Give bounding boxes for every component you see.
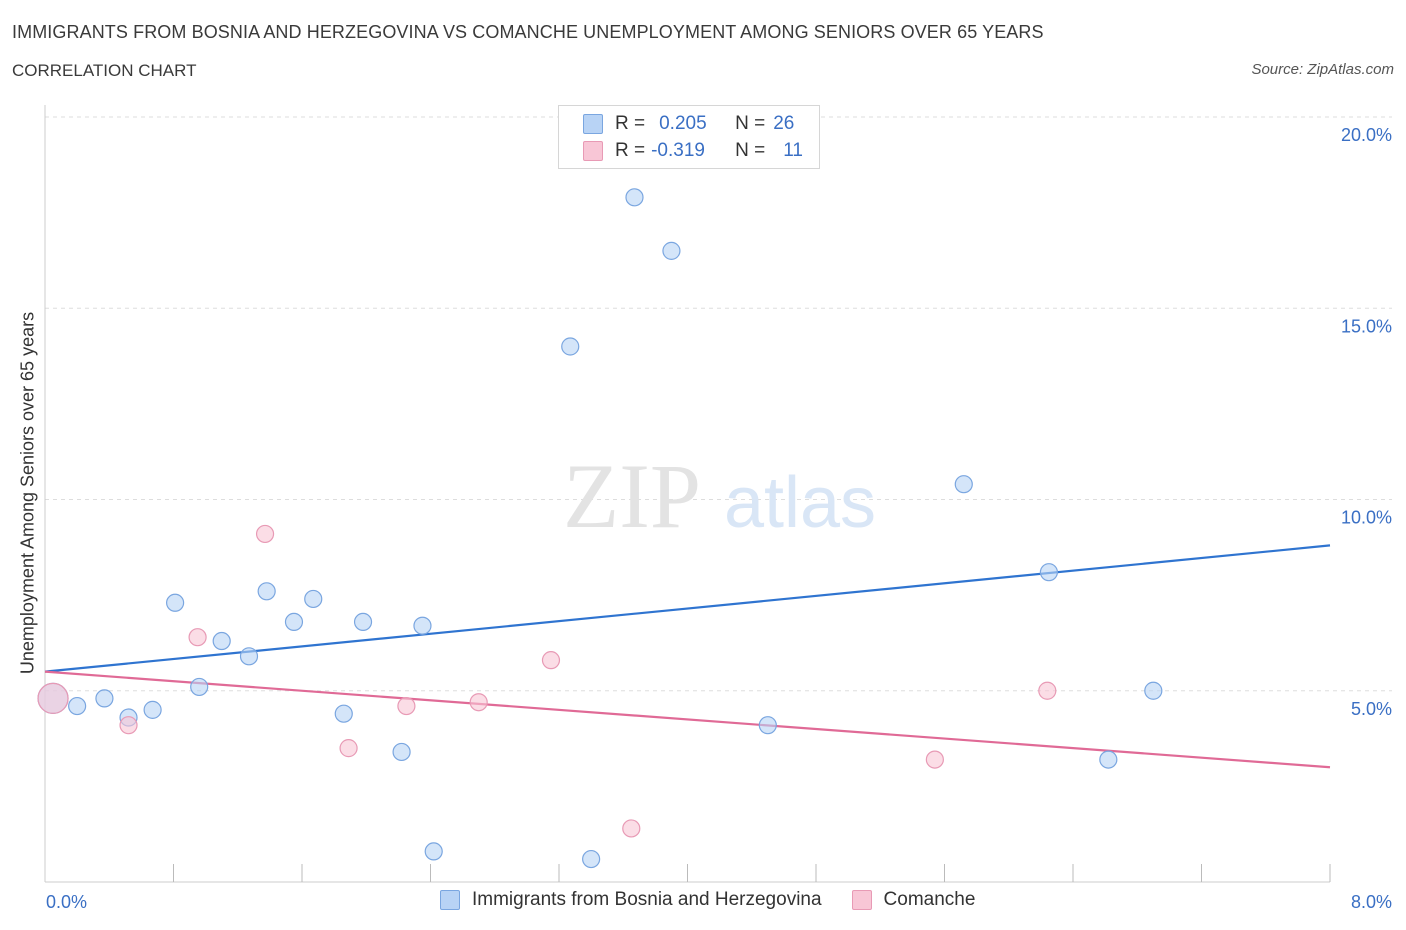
legend-r-value: -0.319 — [651, 140, 705, 161]
legend-swatch-blue — [440, 890, 460, 910]
legend-label-comanche: Comanche — [883, 889, 976, 910]
chart-subtitle: CORRELATION CHART — [12, 61, 197, 80]
point-comanche — [188, 628, 207, 647]
axes — [44, 105, 1331, 883]
legend-r-value: 0.205 — [659, 113, 707, 134]
watermark: ZIP atlas — [563, 445, 876, 547]
trend-line-bosnia — [44, 544, 1331, 673]
chart-title: IMMIGRANTS FROM BOSNIA AND HERZEGOVINA V… — [12, 22, 1044, 42]
watermark-zip: ZIP — [563, 445, 701, 547]
point-bosnia — [257, 582, 276, 601]
point-comanche — [925, 750, 944, 769]
point-bosnia — [954, 475, 973, 494]
point-comanche — [397, 696, 416, 716]
point-comanche — [339, 739, 358, 758]
point-comanche — [622, 819, 641, 838]
point-bosnia — [413, 616, 432, 635]
point-bosnia — [392, 742, 411, 762]
legend-item-bosnia: Immigrants from Bosnia and Herzegovina — [440, 889, 822, 911]
point-comanche — [255, 524, 275, 544]
point-comanche — [37, 682, 69, 715]
point-comanche — [119, 716, 138, 735]
point-bosnia — [1099, 750, 1118, 769]
trend-line-comanche — [44, 670, 1331, 769]
correlation-legend: R = 0.205 N = 26 R = -0.319 N = 11 — [558, 105, 820, 169]
point-bosnia — [1039, 563, 1059, 582]
point-comanche — [469, 693, 488, 712]
legend-swatch-pink — [583, 141, 603, 161]
legend-n-value: 11 — [783, 140, 803, 161]
x-tick-label: 0.0% — [46, 892, 87, 912]
legend-n-value: 26 — [773, 113, 795, 134]
y-tick-label: 10.0% — [1341, 508, 1392, 528]
point-bosnia — [166, 593, 185, 612]
legend-n-label: N = — [735, 140, 766, 161]
point-bosnia — [95, 689, 114, 708]
point-comanche — [541, 651, 561, 670]
legend-swatch-blue — [583, 114, 603, 134]
point-bosnia — [212, 631, 231, 651]
y-tick-label: 20.0% — [1341, 125, 1392, 145]
legend-row-series1: R = 0.205 N = 26 — [583, 112, 794, 136]
point-bosnia — [662, 241, 681, 260]
point-bosnia — [758, 716, 777, 735]
watermark-atlas: atlas — [724, 463, 876, 543]
y-tick-label: 15.0% — [1341, 316, 1392, 336]
legend-swatch-pink — [851, 890, 872, 910]
point-bosnia — [190, 677, 209, 697]
point-bosnia — [239, 647, 259, 666]
point-bosnia — [424, 842, 443, 861]
point-bosnia — [304, 589, 323, 609]
point-bosnia — [284, 612, 304, 632]
source-credit: Source: ZipAtlas.com — [1251, 61, 1394, 78]
point-bosnia — [582, 849, 601, 869]
point-bosnia — [561, 337, 580, 356]
trend-lines — [44, 544, 1331, 769]
legend-label-bosnia: Immigrants from Bosnia and Herzegovina — [472, 889, 822, 910]
y-tick-label: 5.0% — [1351, 699, 1392, 719]
point-bosnia — [353, 612, 373, 632]
point-bosnia — [143, 700, 162, 719]
point-bosnia — [334, 704, 353, 723]
tick-labels: 5.0% 10.0% 15.0% 20.0% 0.0% 8.0% — [46, 125, 1392, 912]
legend-r-label: R = — [615, 140, 646, 161]
x-tick-label: 8.0% — [1351, 892, 1392, 912]
legend-n-label: N = — [735, 113, 766, 134]
legend-item-comanche: Comanche — [851, 889, 976, 911]
legend-r-label: R = — [615, 113, 646, 134]
point-bosnia — [1144, 681, 1163, 700]
y-axis-label: Unemployment Among Seniors over 65 years — [17, 311, 38, 675]
legend-row-series2: R = -0.319 N = 11 — [583, 139, 803, 163]
series-legend: Immigrants from Bosnia and Herzegovina C… — [440, 889, 1005, 911]
point-bosnia — [625, 188, 644, 207]
data-points — [37, 188, 1163, 869]
point-comanche — [1038, 681, 1057, 700]
point-bosnia — [68, 696, 87, 716]
